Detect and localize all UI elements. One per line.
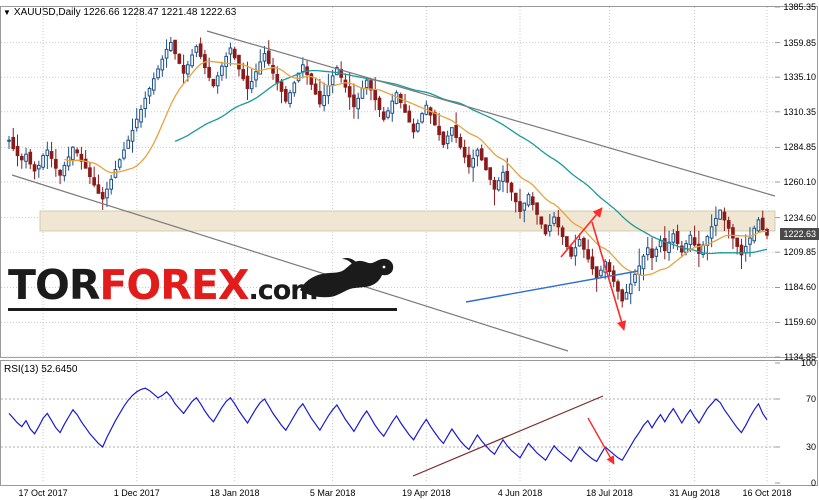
x-tick-label: 16 Oct 2018 [742, 488, 792, 498]
descending-resistance-line [206, 30, 776, 197]
price-y-tick-label: 1385.35 [783, 2, 816, 12]
chart-grid-vertical [42, 7, 768, 483]
rsi-ascending-trendline [412, 395, 604, 477]
x-tick-label: 18 Jul 2018 [586, 488, 633, 498]
x-tick-label: 5 Mar 2018 [309, 488, 356, 498]
rsi-y-tick-label: 0 [810, 478, 816, 488]
rsi-grid-horizontal [1, 362, 780, 484]
ascending-support-line [465, 270, 639, 303]
x-tick-label: 18 Jan 2018 [209, 488, 260, 498]
price-y-tick-label: 1134.85 [784, 352, 816, 362]
candlestick-series [7, 36, 769, 308]
forecast-arrow-up [560, 207, 603, 258]
price-y-tick-label: 1209.85 [783, 247, 816, 258]
rsi-line [8, 387, 768, 463]
price-y-tick-label: 1159.60 [784, 317, 816, 328]
price-y-tick-label: 1234.60 [783, 212, 816, 223]
watermark-logo: TORFOREX.com [8, 256, 408, 318]
watermark-part2: FOREX [99, 261, 249, 309]
ma-fast-line [64, 60, 768, 277]
watermark-underline [8, 308, 397, 311]
x-tick-label: 1 Dec 2017 [113, 488, 160, 498]
x-tick-label: 19 Apr 2018 [402, 488, 451, 498]
collapse-arrow-icon[interactable]: ▼ [3, 7, 11, 17]
x-tick-label: 31 Aug 2018 [669, 488, 720, 498]
price-y-tick-label: 1310.35 [783, 106, 816, 117]
forecast-arrow-down [591, 221, 627, 331]
rsi-y-tick-label: 100 [800, 358, 816, 368]
supply-zone-band [39, 210, 776, 232]
x-tick-label: 4 Jun 2018 [497, 488, 543, 498]
rsi-y-tick-label: 70 [805, 394, 816, 404]
x-tick-label: 17 Oct 2017 [18, 488, 68, 498]
rsi-y-tick-label: 30 [805, 442, 816, 452]
rsi-panel [0, 360, 818, 486]
price-y-tick-label: 1359.85 [783, 37, 816, 48]
symbol-and-ohlc-label: XAUUSD,Daily 1226.66 1228.47 1221.48 122… [13, 7, 237, 18]
current-price-tag: 1222.63 [780, 228, 819, 241]
rsi-forecast-arrow [587, 417, 615, 465]
price-y-tick-label: 1184.60 [784, 282, 816, 293]
watermark-part1: TOR [8, 261, 100, 309]
rsi-indicator-label: RSI(13) 52.6450 [4, 364, 78, 375]
ma-slow-line [174, 69, 768, 255]
price-y-tick-label: 1260.10 [783, 177, 816, 187]
price-y-tick-label: 1335.10 [783, 72, 816, 83]
descending-support-line [11, 174, 569, 352]
bull-and-bear-icon [300, 258, 394, 298]
chart-header: ▼ XAUUSD,Daily 1226.66 1228.47 1221.48 12… [3, 7, 236, 18]
price-y-tick-label: 1284.85 [783, 142, 816, 153]
